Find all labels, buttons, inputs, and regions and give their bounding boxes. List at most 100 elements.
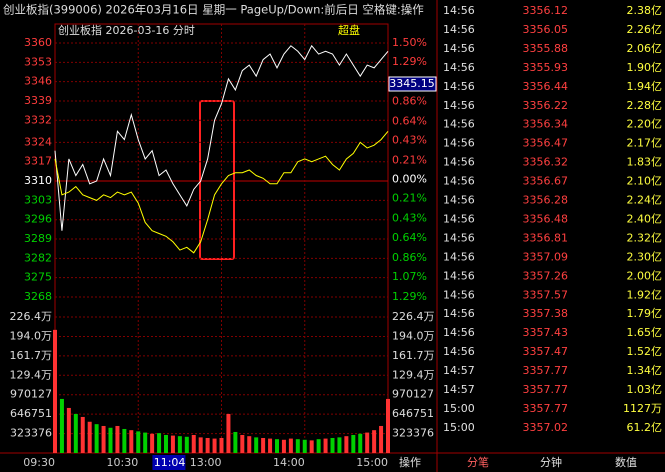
header-title: 创业板指(399006) 2026年03月16日 星期一 PageUp/Down… bbox=[3, 3, 424, 17]
title-bar bbox=[0, 0, 437, 20]
trade-time: 14:56 bbox=[443, 99, 475, 112]
volume-bar bbox=[386, 398, 390, 453]
volume-bar bbox=[344, 436, 349, 453]
trade-volume: 2.38亿 bbox=[627, 4, 663, 17]
y2-tick-label: 1.07% bbox=[392, 270, 427, 283]
trade-time: 15:00 bbox=[443, 402, 475, 415]
cursor-tick-bg bbox=[152, 455, 186, 470]
trade-price: 3357.38 bbox=[523, 307, 569, 320]
x-tick-label: 15:00 bbox=[356, 456, 388, 469]
y-tick-label: 3310 bbox=[24, 174, 52, 187]
volume-tick-label: 970127 bbox=[392, 388, 434, 401]
trade-time: 14:56 bbox=[443, 156, 475, 169]
trade-volume: 1.92亿 bbox=[627, 288, 663, 301]
y2-tick-label: 0.64% bbox=[392, 114, 427, 127]
tab[interactable]: 数值 bbox=[615, 456, 637, 469]
volume-bar bbox=[226, 413, 231, 453]
trade-price: 3357.77 bbox=[523, 383, 569, 396]
trade-price: 3356.28 bbox=[523, 194, 569, 207]
trade-time: 14:56 bbox=[443, 326, 475, 339]
volume-bar bbox=[150, 433, 155, 453]
volume-bar bbox=[73, 413, 78, 453]
trade-time: 14:57 bbox=[443, 383, 475, 396]
volume-bar bbox=[295, 439, 300, 453]
trade-price: 3357.26 bbox=[523, 269, 569, 282]
trade-price: 3357.09 bbox=[523, 250, 569, 263]
y-tick-label: 3296 bbox=[24, 213, 52, 226]
volume-bar bbox=[330, 437, 335, 453]
trade-volume: 2.17亿 bbox=[627, 137, 663, 150]
trade-time: 14:56 bbox=[443, 137, 475, 150]
x-tick-label: 09:30 bbox=[23, 456, 55, 469]
volume-bar bbox=[288, 438, 293, 453]
tab[interactable]: 分笔 bbox=[467, 455, 489, 469]
volume-bar bbox=[358, 433, 363, 453]
price-line bbox=[54, 44, 389, 231]
trade-volume: 2.20亿 bbox=[627, 118, 663, 131]
trade-volume: 2.10亿 bbox=[627, 175, 663, 188]
volume-tick-label: 194.0万 bbox=[10, 329, 53, 342]
trade-time: 14:56 bbox=[443, 80, 475, 93]
y-tick-label: 3289 bbox=[24, 232, 52, 245]
volume-tick-label: 646751 bbox=[10, 407, 52, 420]
trade-price: 3356.44 bbox=[523, 80, 569, 93]
volume-bar bbox=[53, 329, 57, 453]
volume-bar bbox=[275, 439, 279, 453]
trade-time: 14:56 bbox=[443, 61, 475, 74]
badge[interactable]: 超盘 bbox=[338, 23, 360, 37]
volume-bar bbox=[316, 439, 321, 453]
trade-volume: 61.2亿 bbox=[627, 421, 663, 434]
trade-price: 3357.47 bbox=[523, 345, 569, 358]
trade-volume: 2.06亿 bbox=[627, 42, 663, 55]
volume-bar bbox=[94, 424, 99, 453]
volume-bar bbox=[66, 407, 71, 453]
trade-volume: 1.90亿 bbox=[627, 61, 663, 74]
volume-bar bbox=[157, 433, 162, 453]
volume-tick-label: 194.0万 bbox=[392, 329, 435, 342]
y2-tick-label: 0.43% bbox=[392, 133, 427, 146]
tab[interactable]: 分钟 bbox=[540, 455, 562, 469]
volume-bar bbox=[233, 431, 238, 453]
trade-volume: 1.79亿 bbox=[627, 307, 663, 320]
volume-bar bbox=[108, 427, 113, 453]
volume-tick-label: 646751 bbox=[392, 407, 434, 420]
price-line bbox=[54, 131, 389, 254]
volume-bar bbox=[379, 425, 384, 453]
y2-tick-label: 1.29% bbox=[392, 55, 427, 68]
y-tick-label: 3339 bbox=[24, 94, 52, 107]
trade-volume: 2.24亿 bbox=[627, 194, 663, 207]
trade-volume: 1127万 bbox=[623, 402, 662, 415]
volume-tick-label: 129.4万 bbox=[10, 368, 53, 381]
volume-bar bbox=[191, 434, 196, 453]
volume-tick-label: 161.7万 bbox=[10, 349, 53, 362]
trade-time: 14:56 bbox=[443, 212, 475, 225]
y2-tick-label: 0.21% bbox=[392, 153, 427, 166]
x-tick-label: 14:00 bbox=[273, 456, 305, 469]
trade-price: 3356.48 bbox=[523, 212, 569, 225]
y-tick-label: 3282 bbox=[24, 251, 52, 264]
volume-bar bbox=[309, 440, 314, 453]
volume-tick-label: 226.4万 bbox=[10, 310, 53, 323]
volume-tick-label: 970127 bbox=[10, 388, 52, 401]
volume-bar bbox=[254, 437, 259, 453]
volume-bar bbox=[351, 434, 356, 453]
volume-bar bbox=[323, 438, 328, 453]
trade-volume: 1.03亿 bbox=[627, 383, 663, 396]
trade-price: 3356.22 bbox=[523, 99, 569, 112]
trade-price: 3356.47 bbox=[523, 137, 569, 150]
trade-price: 3357.57 bbox=[523, 288, 569, 301]
trade-volume: 1.83亿 bbox=[627, 156, 663, 169]
trade-time: 14:56 bbox=[443, 231, 475, 244]
trade-volume: 1.34亿 bbox=[627, 364, 663, 377]
trade-price: 3355.88 bbox=[523, 42, 569, 55]
volume-bar bbox=[115, 425, 120, 453]
trade-volume: 2.32亿 bbox=[627, 231, 663, 244]
trade-price: 3357.02 bbox=[523, 421, 569, 434]
tab[interactable]: 操作 bbox=[399, 455, 421, 469]
volume-bar bbox=[129, 430, 134, 453]
trade-time: 14:56 bbox=[443, 175, 475, 188]
volume-bar bbox=[170, 435, 175, 453]
trade-time: 15:00 bbox=[443, 421, 475, 434]
